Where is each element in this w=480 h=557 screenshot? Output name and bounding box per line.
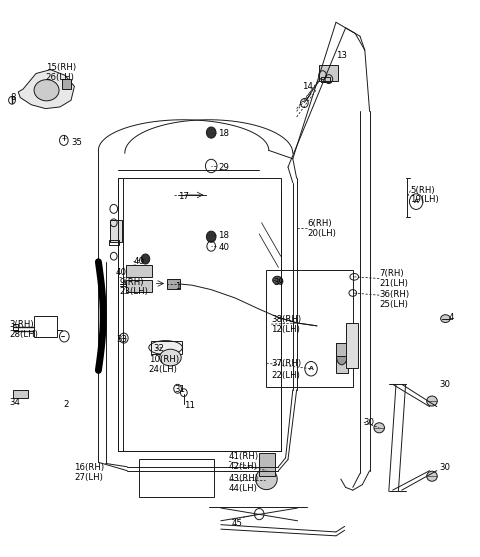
Bar — [109, 240, 119, 245]
Circle shape — [131, 265, 139, 275]
Ellipse shape — [427, 471, 437, 481]
Text: 33: 33 — [117, 335, 128, 344]
Bar — [336, 343, 348, 373]
Bar — [266, 270, 353, 387]
Ellipse shape — [441, 315, 450, 323]
Ellipse shape — [273, 276, 282, 284]
Text: 15(RH)
26(LH): 15(RH) 26(LH) — [46, 63, 76, 82]
Circle shape — [206, 127, 216, 138]
Bar — [13, 324, 18, 330]
Text: 16(RH)
27(LH): 16(RH) 27(LH) — [74, 463, 105, 482]
Bar — [167, 278, 180, 289]
Text: 5(RH)
19(LH): 5(RH) 19(LH) — [410, 185, 439, 204]
Text: 1: 1 — [175, 282, 180, 291]
Text: 43(RH)
44(LH): 43(RH) 44(LH) — [229, 474, 259, 493]
Bar — [126, 265, 152, 277]
Bar — [126, 280, 152, 292]
Text: 30: 30 — [439, 380, 450, 389]
Bar — [151, 341, 182, 354]
Circle shape — [206, 231, 216, 242]
Text: 4: 4 — [449, 313, 454, 322]
Bar — [139, 459, 214, 497]
Ellipse shape — [427, 396, 437, 406]
Text: A: A — [309, 367, 313, 371]
Text: 37(RH): 37(RH) — [271, 359, 301, 368]
Bar — [110, 220, 122, 242]
Text: 17: 17 — [178, 192, 189, 201]
Ellipse shape — [256, 468, 277, 490]
Circle shape — [141, 254, 150, 264]
Text: 13: 13 — [336, 51, 347, 60]
Text: 40: 40 — [133, 257, 144, 266]
Bar — [321, 77, 330, 82]
Text: 6(RH)
20(LH): 6(RH) 20(LH) — [307, 219, 336, 238]
Text: A: A — [414, 199, 419, 204]
Bar — [336, 343, 350, 356]
Text: 40: 40 — [218, 243, 229, 252]
Text: 30: 30 — [439, 463, 450, 472]
Bar — [62, 79, 71, 89]
Text: 14: 14 — [302, 82, 313, 91]
Text: 7(RH)
21(LH): 7(RH) 21(LH) — [379, 269, 408, 288]
Text: 10(RH)
24(LH): 10(RH) 24(LH) — [149, 355, 179, 374]
Ellipse shape — [336, 348, 347, 365]
Text: 11: 11 — [184, 401, 195, 410]
Text: 32: 32 — [154, 344, 165, 353]
Text: 34: 34 — [10, 398, 21, 407]
Text: 18: 18 — [218, 129, 229, 138]
Bar — [34, 316, 57, 337]
Text: 31: 31 — [174, 385, 185, 394]
Text: 18: 18 — [218, 231, 229, 240]
Ellipse shape — [149, 340, 182, 355]
Text: 39: 39 — [274, 278, 285, 287]
Bar — [118, 178, 281, 451]
Text: 3(RH)
28(LH): 3(RH) 28(LH) — [10, 320, 38, 339]
Text: 41(RH)
42(LH): 41(RH) 42(LH) — [229, 452, 259, 471]
Text: 38(RH)
12(LH): 38(RH) 12(LH) — [271, 315, 301, 334]
Ellipse shape — [34, 80, 59, 101]
Text: 35: 35 — [71, 138, 82, 146]
Bar — [319, 65, 338, 81]
Text: 9(RH)
23(LH): 9(RH) 23(LH) — [119, 277, 148, 296]
Text: 40: 40 — [115, 268, 126, 277]
Bar — [13, 390, 28, 398]
Text: 29: 29 — [218, 163, 229, 172]
Text: 30: 30 — [364, 418, 375, 427]
Ellipse shape — [374, 423, 384, 433]
Ellipse shape — [159, 349, 181, 366]
Text: 45: 45 — [232, 519, 243, 528]
Polygon shape — [18, 70, 74, 109]
Bar — [259, 453, 275, 476]
Text: 22(LH): 22(LH) — [271, 372, 300, 380]
Text: 8: 8 — [11, 93, 16, 102]
Bar — [346, 323, 358, 368]
Text: 2: 2 — [63, 400, 69, 409]
Text: 36(RH)
25(LH): 36(RH) 25(LH) — [379, 290, 409, 309]
